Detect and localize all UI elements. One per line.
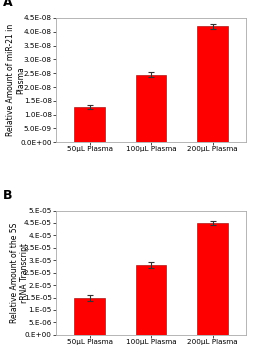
Bar (197, 223, 228, 335)
Bar (136, 265, 166, 335)
Bar (136, 75, 166, 142)
Bar (197, 26, 228, 142)
Bar (74, 297, 105, 335)
Y-axis label: Relative Amount of miR-21 in
Plasma: Relative Amount of miR-21 in Plasma (6, 24, 26, 136)
Text: A: A (3, 0, 12, 9)
Bar (74, 107, 105, 142)
Y-axis label: Relative Amount of the 5S
rRNA Transcript: Relative Amount of the 5S rRNA Transcrip… (10, 222, 29, 323)
Text: B: B (3, 189, 12, 202)
